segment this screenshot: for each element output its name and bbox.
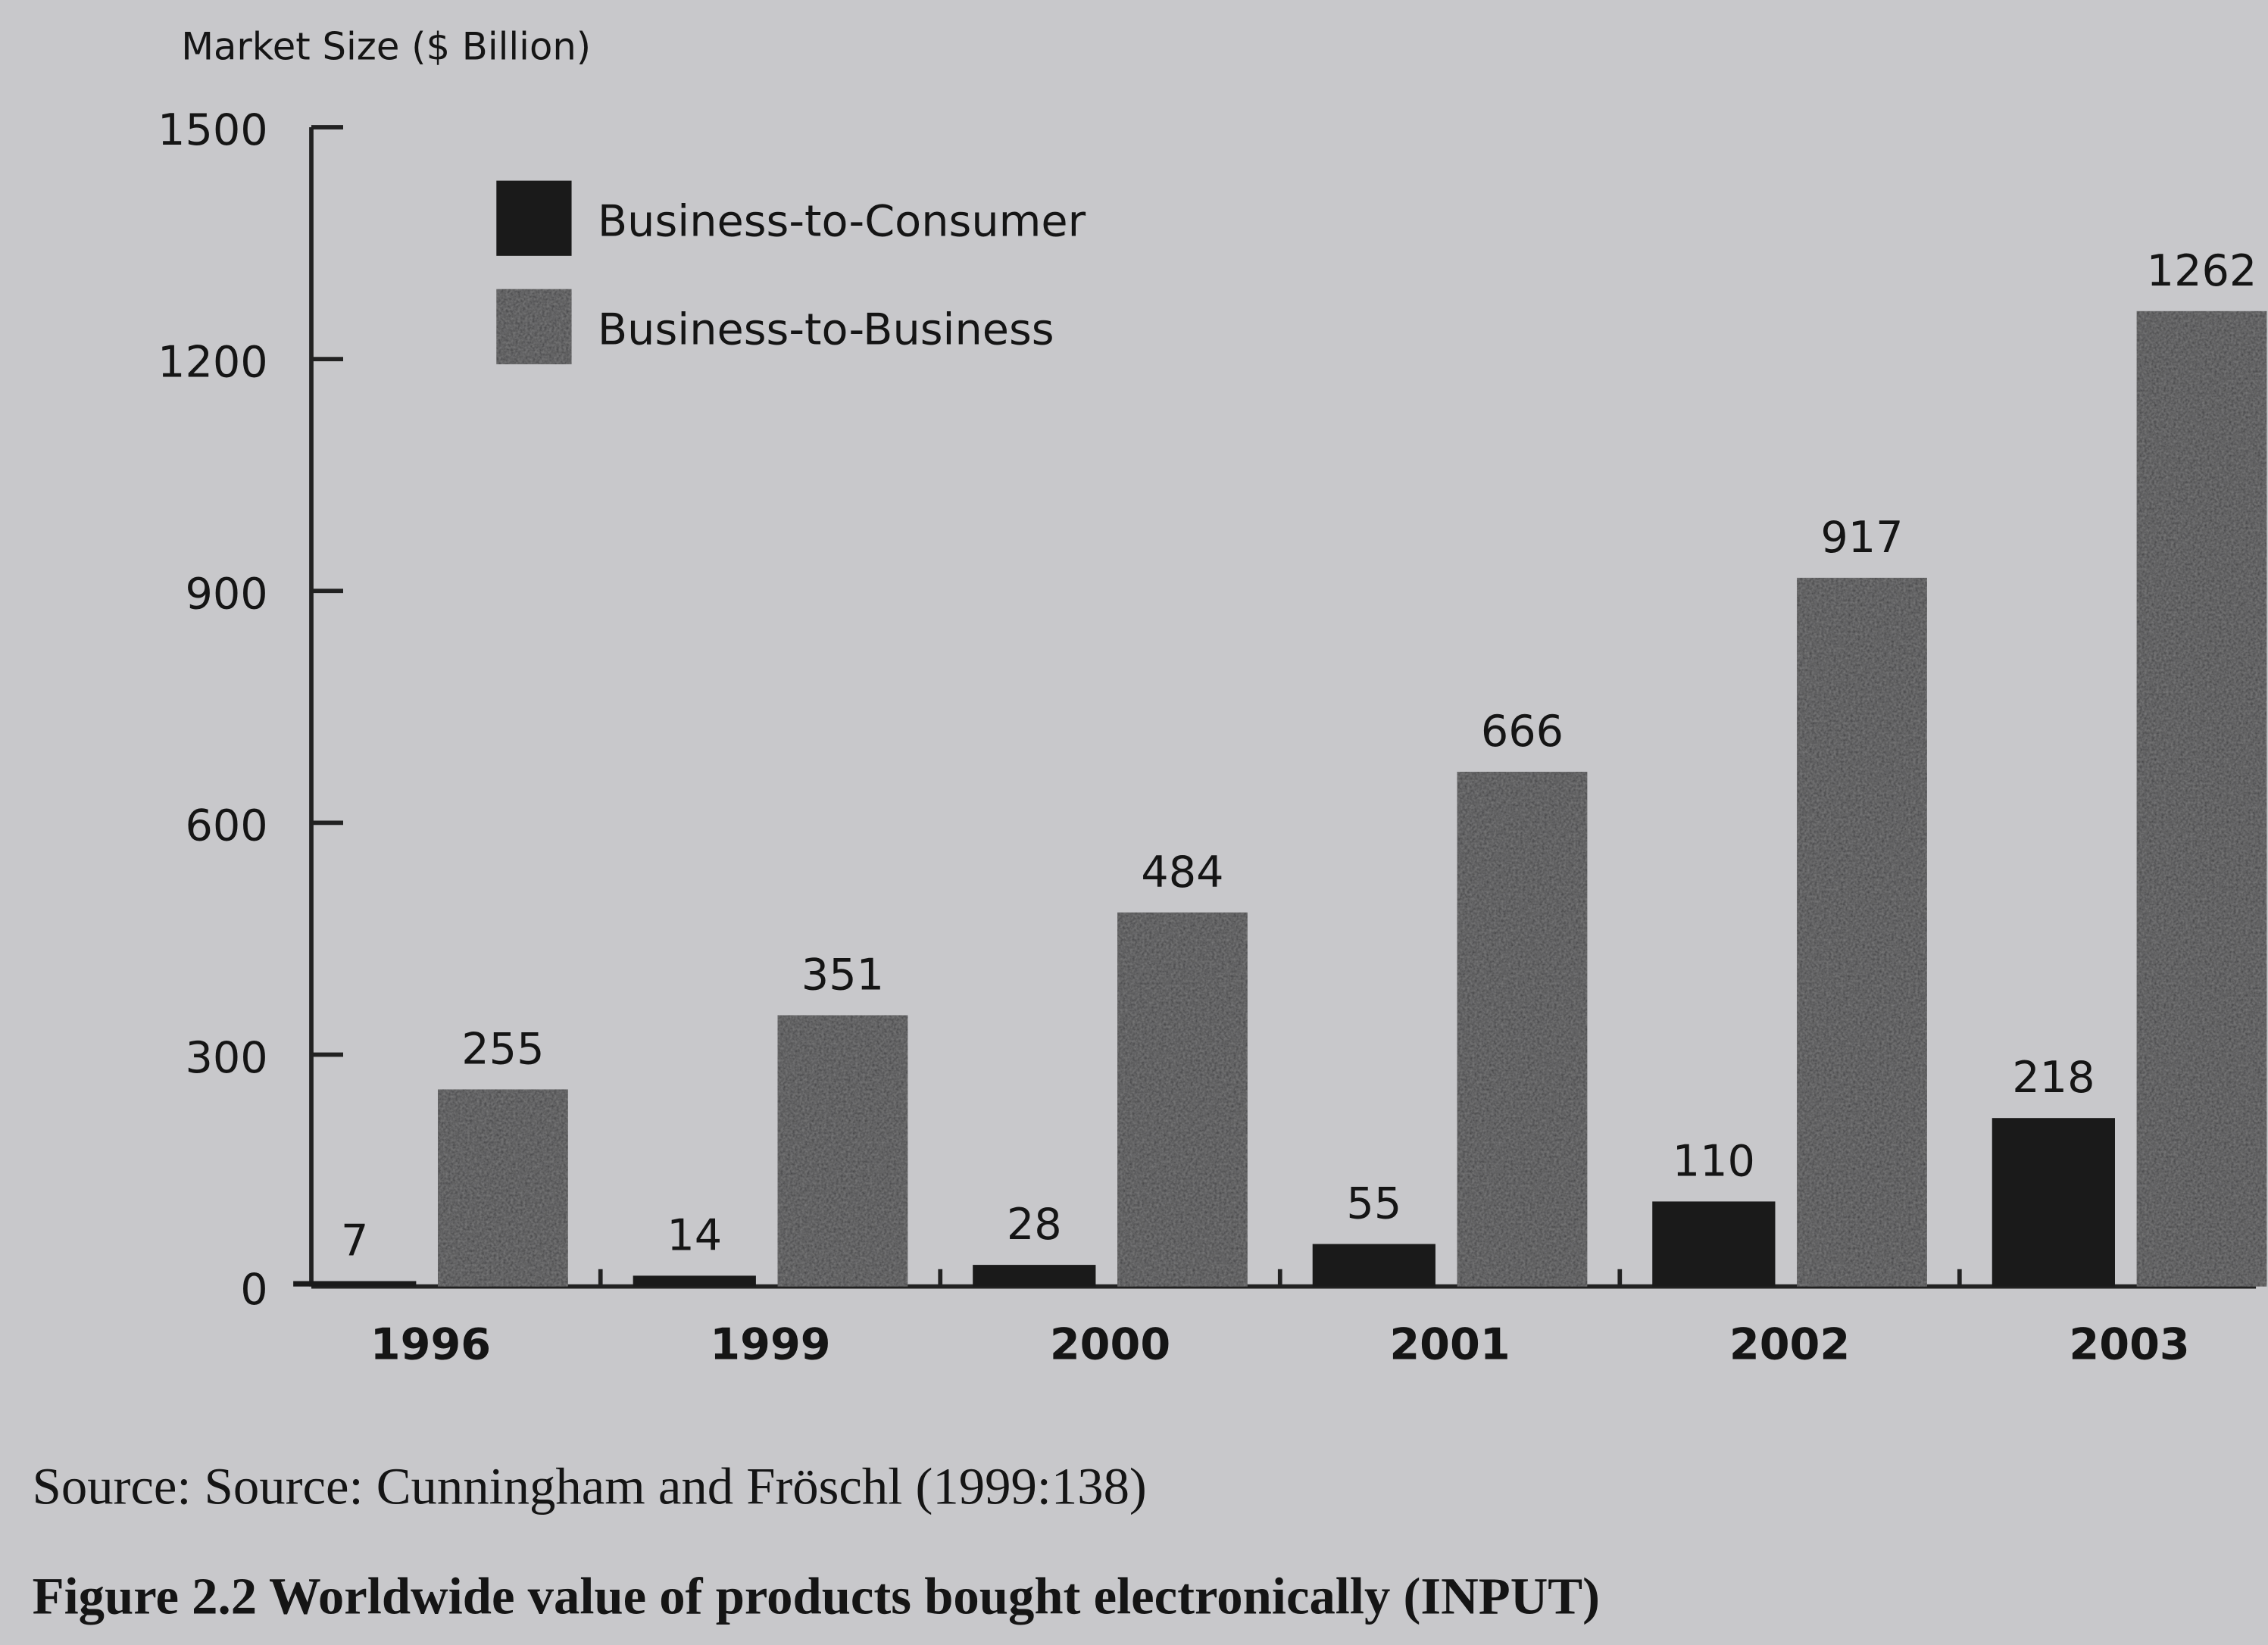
x-tick-label: 2000 — [1050, 1319, 1170, 1369]
y-tick-label: 1500 — [158, 105, 268, 155]
bar — [1992, 1118, 2115, 1287]
value-label: 28 — [1007, 1199, 1062, 1250]
bar — [1457, 772, 1588, 1287]
source-note: Source: Source: Cunningham and Fröschl (… — [33, 1457, 1147, 1515]
value-label: 7 — [341, 1216, 368, 1266]
x-tick-label: 2003 — [2069, 1319, 2189, 1369]
y-axis-title: Market Size ($ Billion) — [181, 24, 591, 68]
value-label: 351 — [801, 949, 884, 1000]
bar — [777, 1015, 908, 1287]
value-label: 110 — [1673, 1135, 1755, 1186]
value-label: 255 — [461, 1023, 544, 1074]
legend-swatch — [496, 180, 572, 256]
x-tick-label: 2001 — [1389, 1319, 1510, 1369]
value-label: 666 — [1481, 706, 1564, 757]
y-tick-label: 900 — [185, 568, 267, 619]
bar — [973, 1265, 1096, 1287]
bar — [633, 1275, 756, 1287]
legend-swatch — [496, 289, 572, 364]
bar — [1117, 912, 1248, 1287]
bar — [1797, 577, 1927, 1287]
legend-label: Business-to-Business — [598, 304, 1054, 355]
value-label: 55 — [1346, 1178, 1401, 1229]
legend-label: Business-to-Consumer — [598, 195, 1086, 246]
value-label: 14 — [667, 1210, 722, 1260]
bar — [1312, 1244, 1435, 1287]
bar — [1652, 1201, 1776, 1287]
x-tick-label: 1996 — [370, 1319, 491, 1369]
value-label: 484 — [1141, 847, 1223, 897]
value-label: 917 — [1820, 512, 1903, 563]
y-tick-label: 1200 — [158, 336, 268, 387]
x-tick-label: 2002 — [1729, 1319, 1850, 1369]
y-tick-label: 0 — [240, 1264, 267, 1315]
value-label: 218 — [2012, 1052, 2095, 1103]
y-tick-label: 300 — [185, 1032, 267, 1083]
x-tick-label: 1999 — [710, 1319, 830, 1369]
value-label: 1262 — [2147, 245, 2257, 296]
bar — [438, 1089, 568, 1287]
y-tick-label: 600 — [185, 801, 267, 851]
bar — [2136, 311, 2267, 1287]
figure-caption: Figure 2.2 Worldwide value of products b… — [33, 1568, 1600, 1625]
bar — [293, 1281, 417, 1287]
